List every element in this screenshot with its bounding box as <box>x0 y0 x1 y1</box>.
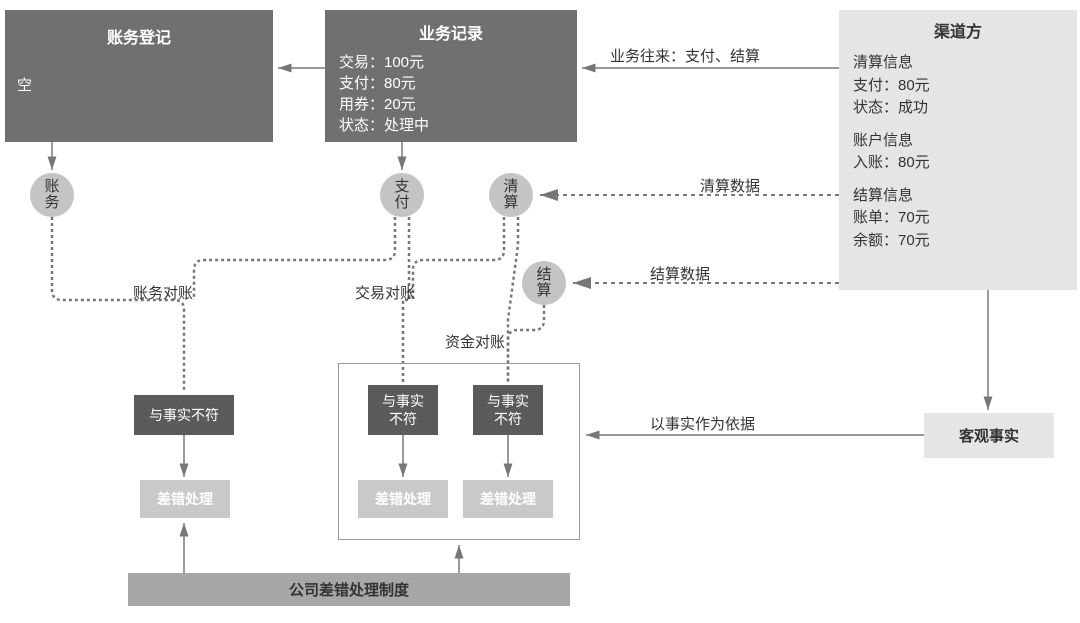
channel-line: 状态：成功 <box>853 97 1077 120</box>
edge-label-acct-check: 账务对账 <box>133 282 193 303</box>
circle-settle: 结 算 <box>522 261 566 305</box>
circle-account: 账 务 <box>30 173 74 217</box>
node-policy: 公司差错处理制度 <box>128 573 570 606</box>
record-line: 交易：100元 <box>339 52 577 73</box>
channel-line: 账单：70元 <box>853 207 1077 230</box>
channel-line: 支付：80元 <box>853 75 1077 98</box>
node-title: 渠道方 <box>839 10 1077 42</box>
node-discrep-2: 与事实 不符 <box>368 385 438 435</box>
node-err-1: 差错处理 <box>140 480 230 518</box>
edge-label-clear-data: 清算数据 <box>700 175 760 196</box>
channel-line: 清算信息 <box>853 52 1077 75</box>
record-line: 状态：处理中 <box>339 115 577 136</box>
edge-label-trade-check: 交易对账 <box>355 282 415 303</box>
edge-label-biz-flow: 业务往来：支付、结算 <box>610 45 760 66</box>
edge-label-fund-check: 资金对账 <box>445 331 505 352</box>
channel-line: 余额：70元 <box>853 230 1077 253</box>
record-line: 支付：80元 <box>339 73 577 94</box>
channel-line: 结算信息 <box>853 185 1077 208</box>
node-err-2: 差错处理 <box>358 480 448 518</box>
node-title: 业务记录 <box>325 10 577 44</box>
edge-label-settle-data: 结算数据 <box>650 263 710 284</box>
node-title: 账务登记 <box>5 10 273 48</box>
node-discrep-1: 与事实不符 <box>134 395 234 435</box>
node-fact: 客观事实 <box>924 413 1054 458</box>
circle-pay: 支 付 <box>380 173 424 217</box>
node-channel: 渠道方 清算信息 支付：80元 状态：成功 账户信息 入账：80元 结算信息 账… <box>839 10 1077 290</box>
channel-line: 账户信息 <box>853 130 1077 153</box>
node-discrep-3: 与事实 不符 <box>473 385 543 435</box>
edge-label-basis: 以事实作为依据 <box>650 413 755 434</box>
node-err-3: 差错处理 <box>463 480 553 518</box>
node-body: 空 <box>5 48 273 95</box>
channel-line: 入账：80元 <box>853 152 1077 175</box>
node-account-reg: 账务登记 空 <box>5 10 273 142</box>
node-biz-record: 业务记录 交易：100元 支付：80元 用券：20元 状态：处理中 <box>325 10 577 142</box>
circle-clear: 清 算 <box>489 173 533 217</box>
record-line: 用券：20元 <box>339 94 577 115</box>
